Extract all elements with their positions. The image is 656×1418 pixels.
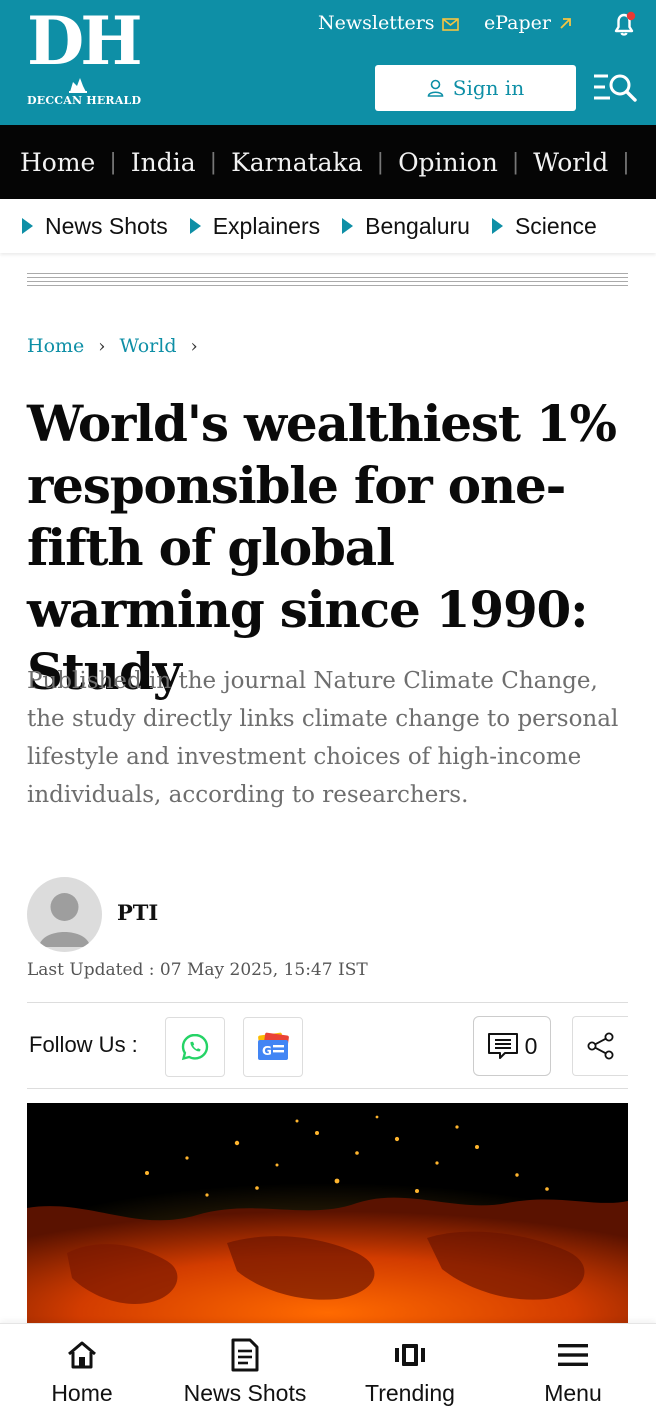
- article-hero-image[interactable]: [27, 1103, 628, 1333]
- play-triangle-icon: [342, 218, 354, 234]
- bottom-nav-news-shots[interactable]: News Shots: [170, 1324, 320, 1418]
- play-triangle-icon: [189, 218, 201, 234]
- trending-icon: [395, 1344, 425, 1366]
- play-triangle-icon: [491, 218, 503, 234]
- epaper-link[interactable]: ePaper: [484, 12, 573, 34]
- subnav-label: News Shots: [45, 212, 168, 239]
- subnav-item-explainers[interactable]: Explainers: [189, 212, 321, 240]
- subnav-label: Bengaluru: [365, 212, 470, 239]
- play-triangle-icon: [22, 218, 33, 234]
- bottom-nav-label: Home: [51, 1380, 113, 1406]
- subnav-label: Explainers: [212, 212, 321, 239]
- sub-nav: News Shots Explainers Bengaluru Science: [0, 199, 656, 253]
- mail-icon: [441, 17, 459, 31]
- document-icon: [231, 1338, 259, 1372]
- nav-separator: |: [511, 149, 520, 175]
- subnav-item-bengaluru[interactable]: Bengaluru: [342, 213, 470, 240]
- article-summary: Published in the journal Nature Climate …: [27, 668, 619, 808]
- bottom-nav-label: News Shots: [183, 1380, 307, 1406]
- home-icon: [68, 1341, 96, 1369]
- whatsapp-button[interactable]: [165, 1017, 225, 1077]
- logo-mark-text: DH: [27, 2, 143, 80]
- bottom-nav-menu[interactable]: Menu: [520, 1324, 626, 1418]
- newsletters-label: Newsletters: [318, 12, 435, 34]
- comment-count: 0: [524, 1032, 538, 1059]
- bell-icon[interactable]: [610, 10, 638, 38]
- bottom-nav-bar: Home News Shots Trending: [0, 1323, 656, 1418]
- menu-search-icon[interactable]: [592, 70, 638, 106]
- user-icon: [427, 79, 444, 97]
- sign-in-label: Sign in: [452, 76, 525, 100]
- bottom-nav-home[interactable]: Home: [32, 1324, 132, 1418]
- arrow-up-right-icon: [560, 17, 571, 29]
- burning-earth-illustration: [27, 1103, 628, 1333]
- nav-separator: |: [209, 149, 218, 175]
- last-updated: Last Updated : 07 May 2025, 15:47 IST: [27, 960, 368, 980]
- logo-emblem-icon: [69, 78, 87, 93]
- sign-in-button[interactable]: Sign in: [375, 65, 576, 111]
- nav-separator: |: [376, 149, 385, 175]
- person-placeholder-icon: [39, 893, 90, 947]
- main-nav: Home | India | Karnataka | Opinion | Wor…: [0, 125, 656, 199]
- nav-item-home[interactable]: Home: [20, 147, 96, 177]
- nav-item-karnataka[interactable]: Karnataka: [231, 147, 363, 177]
- google-news-button[interactable]: G: [243, 1017, 303, 1077]
- bottom-nav-label: Trending: [365, 1380, 455, 1406]
- deccan-herald-logo[interactable]: DH DECCAN HERALD: [27, 2, 143, 108]
- chevron-right-icon: ›: [98, 335, 106, 357]
- whatsapp-icon: [181, 1033, 209, 1061]
- share-icon: [587, 1032, 613, 1060]
- breadcrumb-home[interactable]: Home: [27, 335, 85, 357]
- subnav-item-news-shots[interactable]: News Shots: [22, 213, 168, 240]
- article-headline: World's wealthiest 1% responsible for on…: [27, 394, 617, 701]
- nav-item-india[interactable]: India: [130, 147, 196, 177]
- chevron-right-icon: ›: [190, 335, 198, 357]
- author-name[interactable]: PTI: [117, 900, 159, 925]
- nav-separator: |: [109, 149, 117, 175]
- subnav-item-science[interactable]: Science: [491, 212, 597, 240]
- epaper-label: ePaper: [484, 12, 551, 34]
- nav-separator: |: [622, 149, 630, 175]
- nav-item-world[interactable]: World: [533, 147, 609, 177]
- bottom-nav-label: Menu: [544, 1380, 602, 1406]
- svg-text:G: G: [262, 1044, 272, 1058]
- subnav-label: Science: [514, 212, 597, 239]
- bottom-nav-trending[interactable]: Trending: [350, 1324, 470, 1418]
- follow-us-label: Follow Us :: [29, 1032, 138, 1057]
- ad-slot-divider: [27, 273, 628, 289]
- share-button[interactable]: [572, 1016, 628, 1076]
- comment-icon: [487, 1033, 518, 1059]
- site-header: DH DECCAN HERALD Newsletters ePaper Sign…: [0, 0, 656, 125]
- google-news-icon: G: [258, 1032, 289, 1060]
- breadcrumb: Home › World ›: [27, 335, 212, 357]
- nav-item-opinion[interactable]: Opinion: [398, 147, 498, 177]
- newsletters-link[interactable]: Newsletters: [318, 12, 459, 34]
- logo-name: DECCAN HERALD: [27, 94, 142, 107]
- follow-bar: Follow Us : G 0: [27, 1002, 628, 1089]
- comments-button[interactable]: 0: [473, 1016, 551, 1076]
- author-avatar[interactable]: [27, 877, 102, 952]
- hamburger-icon: [558, 1344, 588, 1366]
- breadcrumb-world[interactable]: World: [119, 335, 177, 357]
